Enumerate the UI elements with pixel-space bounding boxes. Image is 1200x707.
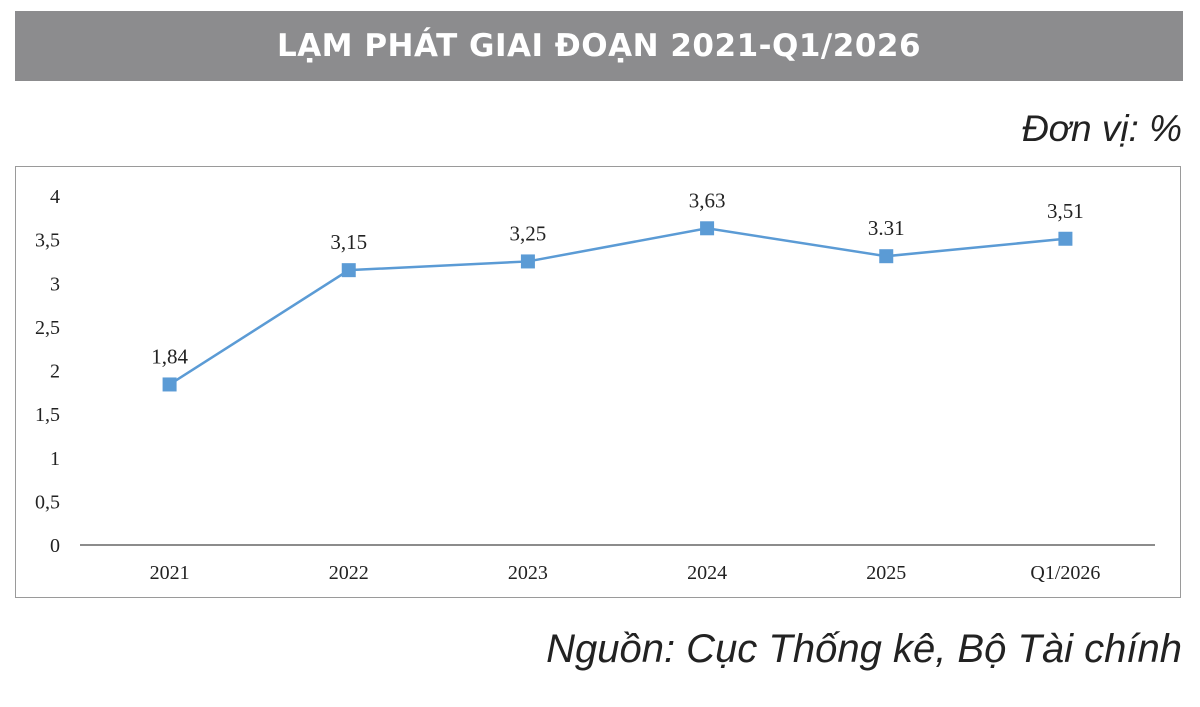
- y-tick-label: 1: [50, 448, 60, 470]
- chart-frame: [15, 166, 1181, 598]
- data-label: 3,15: [330, 230, 367, 254]
- data-label: 1,84: [151, 344, 188, 368]
- data-point-marker: [162, 377, 177, 392]
- unit-label: Đơn vị: %: [1021, 108, 1182, 149]
- x-tick-label: 2021: [150, 562, 190, 584]
- x-tick-label: 2025: [866, 562, 906, 584]
- data-label: 3,25: [510, 221, 547, 245]
- y-tick-label: 3: [50, 273, 60, 295]
- y-tick-label: 1,5: [35, 404, 60, 426]
- data-point-marker: [1058, 231, 1073, 246]
- y-tick-label: 0,5: [35, 491, 60, 513]
- data-label: 3.31: [868, 216, 905, 240]
- y-tick-label: 2: [50, 361, 60, 383]
- x-tick-label: 2023: [508, 562, 548, 584]
- y-tick-label: 3,5: [35, 230, 60, 252]
- data-point-marker: [700, 221, 715, 236]
- data-label: 3,51: [1047, 199, 1084, 223]
- data-label: 3,63: [689, 188, 726, 212]
- chart-title-bar: LẠM PHÁT GIAI ĐOẠN 2021-Q1/2026: [15, 11, 1183, 81]
- y-tick-label: 2,5: [35, 317, 60, 339]
- x-tick-label: Q1/2026: [1030, 562, 1100, 584]
- chart-title: LẠM PHÁT GIAI ĐOẠN 2021-Q1/2026: [276, 28, 922, 64]
- series-line: [168, 227, 1066, 386]
- x-tick-label: 2022: [329, 562, 369, 584]
- y-tick-label: 0: [50, 535, 60, 557]
- data-point-marker: [341, 263, 356, 278]
- source-label: Nguồn: Cục Thống kê, Bộ Tài chính: [546, 627, 1182, 671]
- data-point-marker: [520, 254, 535, 269]
- data-point-marker: [879, 249, 894, 264]
- y-tick-label: 4: [50, 186, 60, 208]
- x-tick-label: 2024: [687, 562, 727, 584]
